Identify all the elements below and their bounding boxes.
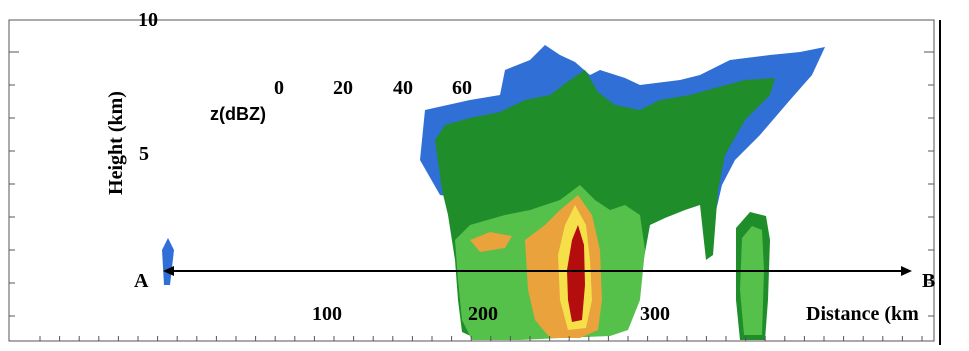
section-line: [163, 266, 912, 276]
colorbar-tick-40: 40: [393, 77, 413, 99]
x-tick-label-200: 200: [468, 303, 498, 325]
arrow-head-left: [163, 266, 174, 276]
colorbar-label: z(dBZ): [210, 104, 266, 124]
echo-level-60: [567, 225, 585, 322]
axis-tick-marks: [9, 51, 934, 341]
arrow-head-right: [901, 266, 912, 276]
y-tick-label-5: 5: [139, 143, 149, 165]
y-axis-label: Height (km): [105, 91, 127, 195]
colorbar-tick-20: 20: [333, 77, 353, 99]
x-axis-label: Distance (km: [806, 303, 919, 325]
colorbar-tick-60: 60: [452, 77, 472, 99]
echo-level-30: [740, 226, 764, 335]
section-end-label: B: [922, 270, 935, 292]
y-tick-label-10: 10: [138, 9, 158, 31]
section-start-label: A: [134, 270, 149, 292]
echo-level-0: [515, 62, 535, 86]
reflectivity-field: [162, 45, 825, 340]
x-tick-label-300: 300: [640, 303, 670, 325]
echo-level-40: [470, 232, 512, 252]
x-tick-label-100: 100: [312, 303, 342, 325]
colorbar-tick-0: 0: [274, 77, 284, 99]
